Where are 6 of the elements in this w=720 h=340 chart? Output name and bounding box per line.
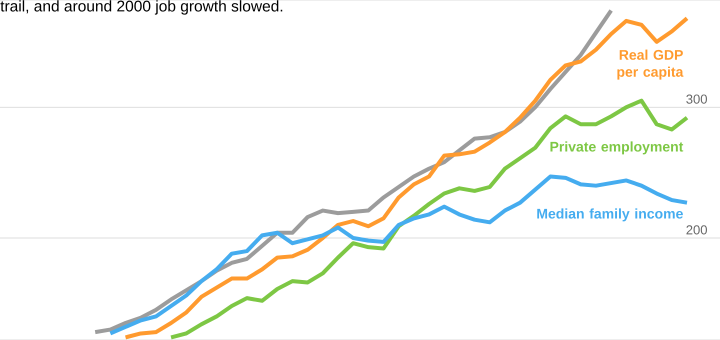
chart-title: trail, and around 2000 job growth slowed. — [0, 0, 282, 15]
series-label: Median family income — [537, 208, 683, 222]
y-tick-label: 200 — [686, 225, 707, 234]
y-tick-label: 300 — [686, 94, 707, 104]
series-label: Real GDP per capita — [617, 50, 684, 80]
series-label: Private employment — [550, 141, 684, 154]
